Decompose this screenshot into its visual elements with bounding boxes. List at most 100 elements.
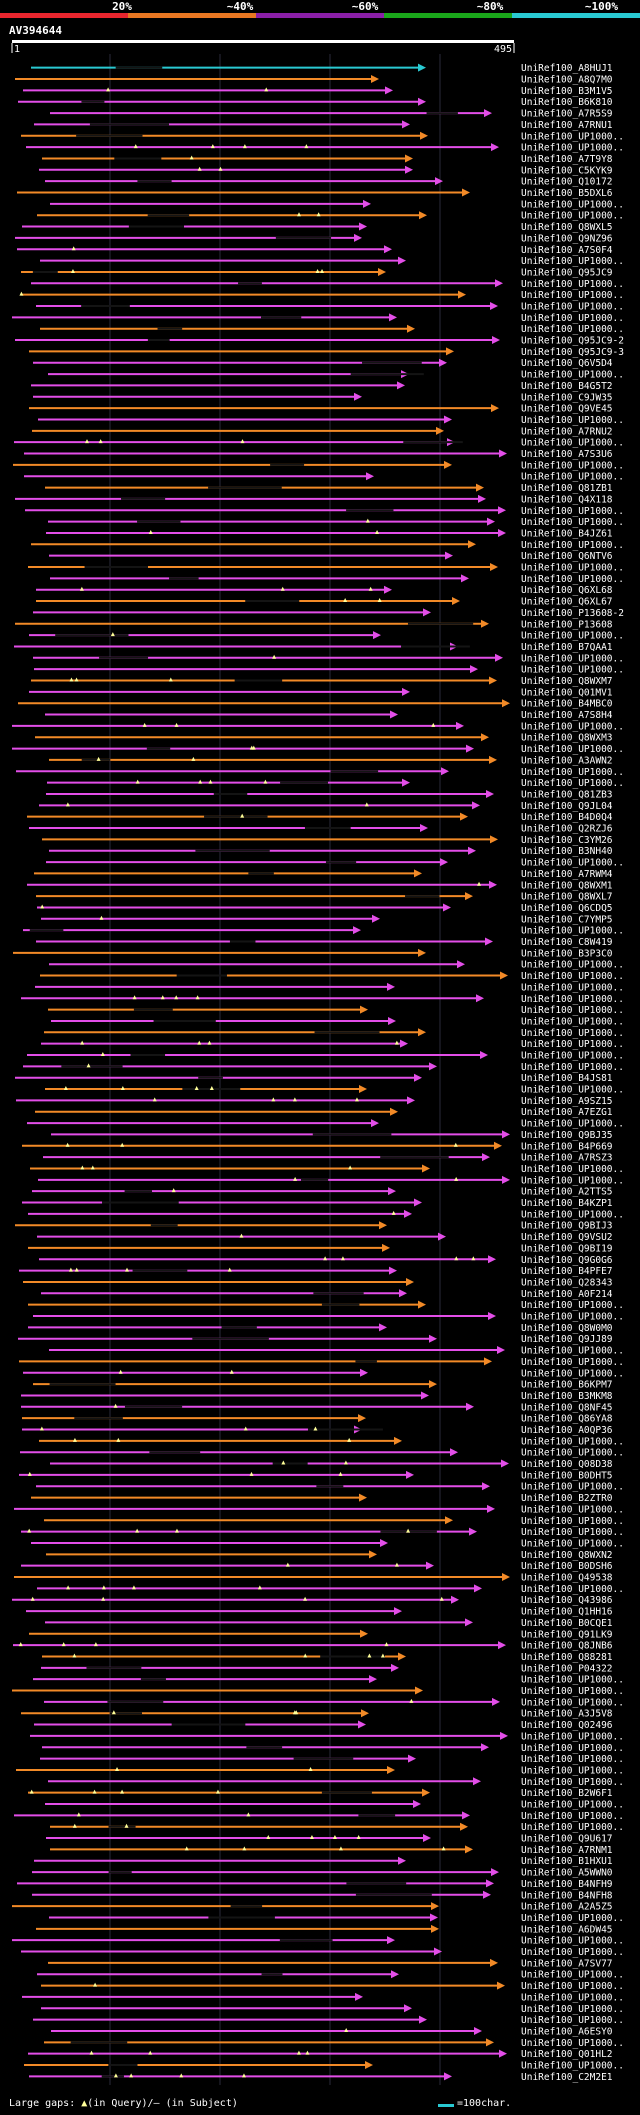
hit-label: UniRef100_UP1000.. bbox=[521, 1039, 624, 1050]
hit-arrow-icon bbox=[378, 267, 386, 276]
query-gap-marker-icon bbox=[93, 1642, 98, 1647]
query-gap-marker-icon bbox=[365, 518, 370, 523]
hit-row: UniRef100_B3M1V5 bbox=[23, 86, 613, 97]
hit-row: UniRef100_B4MBC0 bbox=[18, 699, 613, 710]
hit-row: UniRef100_Q8NF45 bbox=[21, 1402, 613, 1413]
hit-label: UniRef100_UP1000.. bbox=[521, 1811, 624, 1822]
query-gap-marker-icon bbox=[197, 1040, 202, 1045]
hit-label: UniRef100_UP1000.. bbox=[521, 370, 624, 381]
hit-row: UniRef100_UP1000.. bbox=[41, 1981, 624, 1992]
hit-label: UniRef100_UP1000.. bbox=[521, 517, 624, 528]
hit-arrow-icon bbox=[414, 1073, 422, 1082]
hit-arrow-icon bbox=[387, 1765, 395, 1774]
query-gap-marker-icon bbox=[297, 212, 302, 217]
hit-row: UniRef100_A7S0F4 bbox=[17, 245, 613, 256]
query-gap-marker-icon bbox=[76, 1812, 81, 1817]
hit-arrow-icon bbox=[468, 846, 476, 855]
hit-arrow-icon bbox=[490, 301, 498, 310]
hit-row: UniRef100_Q9BIJ3 bbox=[15, 1221, 613, 1232]
hit-label: UniRef100_UP1000.. bbox=[521, 472, 624, 483]
hit-row: UniRef100_Q6NTV6 bbox=[49, 551, 613, 562]
hit-row: UniRef100_UP1000.. bbox=[14, 1504, 624, 1515]
hit-arrow-icon bbox=[460, 812, 468, 821]
hit-label: UniRef100_UP1000.. bbox=[521, 1765, 624, 1776]
hit-label: UniRef100_B0DSH6 bbox=[521, 1561, 613, 1572]
alignment-diagram: 1 495UniRef100_A8HUJ1UniRef100_A8Q7M0UniR… bbox=[11, 40, 624, 2085]
query-gap-marker-icon bbox=[304, 144, 309, 149]
hit-label: UniRef100_B3M1V5 bbox=[521, 86, 613, 97]
hit-label: UniRef100_UP1000.. bbox=[521, 415, 624, 426]
hit-label: UniRef100_A5WWN0 bbox=[521, 1868, 613, 1879]
hit-arrow-icon bbox=[470, 665, 478, 674]
hit-row: UniRef100_UP1000.. bbox=[40, 324, 624, 335]
hit-label: UniRef100_UP1000.. bbox=[521, 563, 624, 574]
hit-row: UniRef100_UP1000.. bbox=[48, 1777, 624, 1788]
hit-arrow-icon bbox=[397, 381, 405, 390]
hit-label: UniRef100_Q1HH16 bbox=[521, 1607, 613, 1618]
query-gap-marker-icon bbox=[148, 2050, 153, 2055]
hit-row: UniRef100_UP1000.. bbox=[21, 1527, 624, 1538]
hit-arrow-icon bbox=[498, 506, 506, 515]
query-gap-marker-icon bbox=[131, 1585, 136, 1590]
subject-gap-marker-icon: – bbox=[153, 2098, 160, 2109]
hit-row: UniRef100_Q9U617 bbox=[46, 1834, 613, 1845]
hit-row: UniRef100_UP1000.. bbox=[50, 1822, 624, 1833]
query-name: AV394644 bbox=[9, 24, 62, 37]
hit-label: UniRef100_Q8W0M0 bbox=[521, 1323, 613, 1334]
query-gap-marker-icon bbox=[118, 1369, 123, 1374]
hit-label: UniRef100_Q8NF45 bbox=[521, 1402, 613, 1413]
hit-row: UniRef100_UP1000.. bbox=[49, 1913, 624, 1924]
hit-label: UniRef100_B3NH40 bbox=[521, 846, 613, 857]
hit-arrow-icon bbox=[484, 109, 492, 118]
hit-arrow-icon bbox=[353, 926, 361, 935]
hit-arrow-icon bbox=[473, 1777, 481, 1786]
hit-label: UniRef100_UP1000.. bbox=[521, 982, 624, 993]
hit-row: UniRef100_B2W6F1 bbox=[28, 1788, 613, 1799]
hit-row: UniRef100_UP1000.. bbox=[12, 1936, 624, 1947]
hit-arrow-icon bbox=[355, 1992, 363, 2001]
query-gap-marker-icon bbox=[66, 1585, 71, 1590]
hit-label: UniRef100_Q8WXL7 bbox=[521, 892, 613, 903]
query-gap-marker-icon bbox=[391, 1210, 396, 1215]
hit-row: UniRef100_Q01MV1 bbox=[29, 687, 613, 698]
hit-label: UniRef100_Q28343 bbox=[521, 1277, 613, 1288]
hit-arrow-icon bbox=[462, 188, 470, 197]
hit-arrow-icon bbox=[474, 2026, 482, 2035]
hit-arrow-icon bbox=[444, 2072, 452, 2081]
hit-row: UniRef100_UP1000.. bbox=[23, 926, 624, 937]
hit-row: UniRef100_Q02496 bbox=[34, 1720, 613, 1731]
legend-swatch bbox=[128, 13, 257, 18]
hit-row: UniRef100_B4P669 bbox=[22, 1141, 613, 1152]
hit-row: UniRef100_B6KPM7 bbox=[33, 1380, 613, 1391]
hit-label: UniRef100_UP1000.. bbox=[521, 1312, 624, 1323]
hit-row: UniRef100_UP1000.. bbox=[36, 1482, 624, 1493]
hit-label: UniRef100_UP1000.. bbox=[521, 1085, 624, 1096]
hit-row: UniRef100_B4D0Q4 bbox=[27, 812, 613, 823]
hit-arrow-icon bbox=[487, 517, 495, 526]
hit-row: UniRef100_Q6XL67 bbox=[36, 597, 613, 608]
hit-row: UniRef100_UP1000.. bbox=[21, 994, 624, 1005]
query-gap-marker-icon bbox=[132, 995, 137, 1000]
query-gap-marker-icon bbox=[65, 802, 70, 807]
query-gap-marker-icon bbox=[281, 1460, 286, 1465]
hit-row: UniRef100_A7RNU2 bbox=[32, 426, 613, 437]
hit-row: UniRef100_C3YM26 bbox=[42, 835, 613, 846]
query-gap-marker-icon bbox=[101, 1596, 106, 1601]
hit-label: UniRef100_UP1000.. bbox=[521, 1209, 624, 1220]
query-gap-marker-icon bbox=[124, 1823, 129, 1828]
hit-arrow-icon bbox=[422, 1788, 430, 1797]
hit-label: UniRef100_A8Q7M0 bbox=[521, 75, 613, 86]
query-gap-marker-icon bbox=[309, 1835, 314, 1840]
hit-row: UniRef100_Q8W0M0 bbox=[28, 1323, 613, 1334]
hit-arrow-icon bbox=[373, 631, 381, 640]
hit-arrow-icon bbox=[413, 1799, 421, 1808]
hit-arrow-icon bbox=[492, 1697, 500, 1706]
hit-arrow-icon bbox=[472, 801, 480, 810]
hit-label: UniRef100_A2A5Z5 bbox=[521, 1902, 613, 1913]
hit-label: UniRef100_Q9U617 bbox=[521, 1834, 613, 1845]
query-gap-marker-icon bbox=[191, 756, 196, 761]
query-gap-marker-icon bbox=[356, 1835, 361, 1840]
hit-label: UniRef100_UP1000.. bbox=[521, 2061, 624, 2072]
hit-row: UniRef100_Q6XL68 bbox=[36, 585, 613, 596]
hit-arrow-icon bbox=[487, 1504, 495, 1513]
